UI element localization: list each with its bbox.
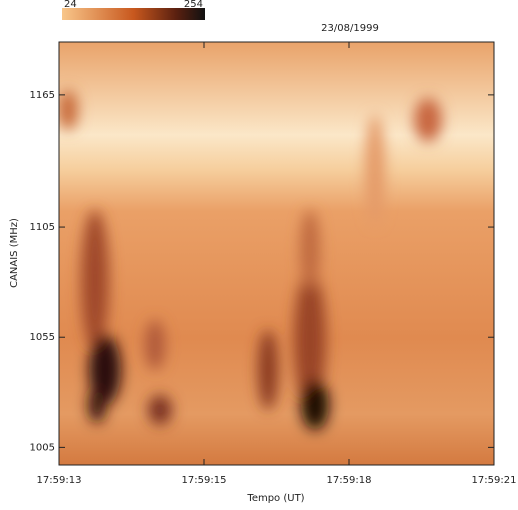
y-tick-label: 1055 (30, 332, 55, 343)
x-tick-label: 17:59:13 (37, 475, 82, 486)
x-axis-label: Tempo (UT) (246, 493, 304, 504)
x-tick-label: 17:59:18 (327, 475, 372, 486)
y-tick-label: 1005 (30, 442, 55, 453)
spectrogram (59, 42, 494, 465)
colorbar-max: 254 (184, 0, 203, 10)
colorbar (62, 8, 205, 20)
x-tick-label: 17:59:21 (472, 475, 517, 486)
x-tick-label: 17:59:15 (182, 475, 227, 486)
colorbar-min: 24 (64, 0, 77, 10)
y-tick-label: 1105 (30, 222, 55, 233)
plot-frame (58, 41, 495, 466)
y-tick-label: 1165 (30, 90, 55, 101)
y-axis-label: CANAIS (MHz) (9, 218, 20, 288)
chart-title: 23/08/1999 (321, 23, 379, 34)
